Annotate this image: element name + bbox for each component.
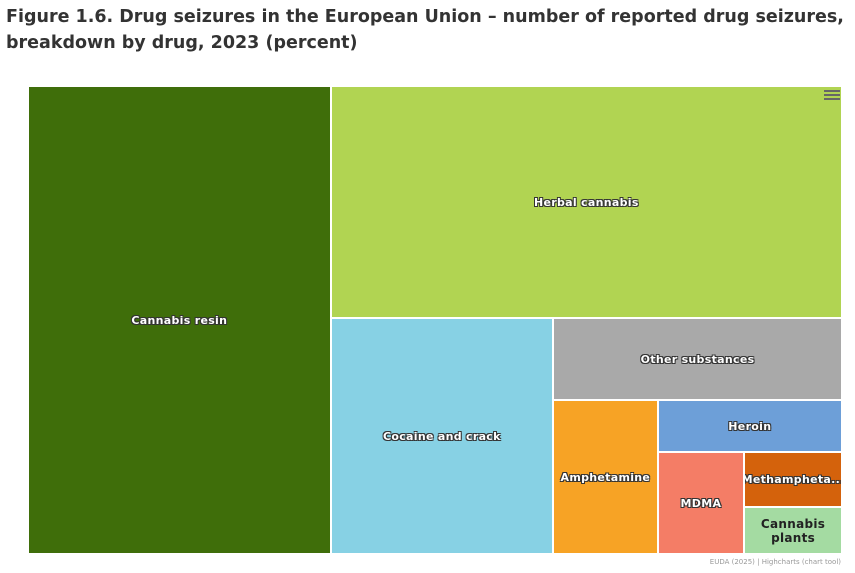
treemap-label: Cocaine and crack xyxy=(383,429,501,443)
treemap-label: Methampheta... xyxy=(744,473,842,487)
treemap-label: Cannabis resin xyxy=(131,313,228,327)
treemap-cell-amphetamine[interactable]: Amphetamine xyxy=(553,400,658,554)
treemap-cell-cannabis-plants[interactable]: Cannabis plants xyxy=(744,507,842,554)
treemap-cell-herbal-cannabis[interactable]: Herbal cannabis xyxy=(330,86,842,319)
treemap-cell-heroin[interactable]: Heroin xyxy=(657,400,842,453)
hamburger-menu-icon[interactable] xyxy=(824,88,840,102)
treemap-cell-methamphetamine[interactable]: Methampheta... xyxy=(744,452,842,507)
treemap-label: Herbal cannabis xyxy=(533,195,639,209)
treemap-label: Amphetamine xyxy=(560,470,651,484)
treemap-chart: Cannabis resin Herbal cannabis Cocaine and… xyxy=(28,86,842,554)
treemap-cell-other-substances[interactable]: Other substances xyxy=(553,318,842,401)
treemap-cell-cannabis-resin[interactable]: Cannabis resin xyxy=(28,86,331,554)
treemap-label: MDMA xyxy=(680,496,722,510)
chart-credit[interactable]: EUDA (2025) | Highcharts (chart tool) xyxy=(709,558,841,566)
treemap-label: Other substances xyxy=(640,352,755,366)
figure-title: Figure 1.6. Drug seizures in the Europea… xyxy=(6,7,844,53)
treemap-cell-cocaine-and-crack[interactable]: Cocaine and crack xyxy=(330,318,554,554)
treemap-label: Heroin xyxy=(728,419,772,433)
treemap-label: Cannabis plants xyxy=(760,516,826,545)
treemap-cell-mdma[interactable]: MDMA xyxy=(657,452,745,554)
